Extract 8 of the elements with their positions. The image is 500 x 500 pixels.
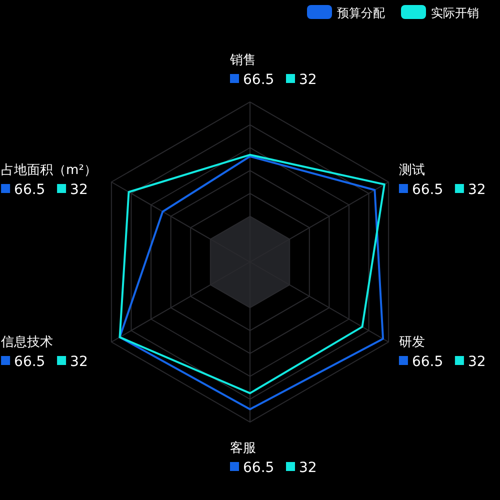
- spoke-label: 销售: [229, 53, 256, 68]
- spoke-label: 测试: [398, 163, 425, 178]
- legend-label: 预算分配: [337, 6, 385, 20]
- spoke-label: 客服: [230, 440, 256, 456]
- spoke-label: 信息技术: [1, 335, 54, 350]
- spoke-label: 研发: [398, 335, 425, 350]
- legend-label: 实际开销: [431, 6, 479, 20]
- spoke-label: 占地面积（m²）: [1, 163, 97, 178]
